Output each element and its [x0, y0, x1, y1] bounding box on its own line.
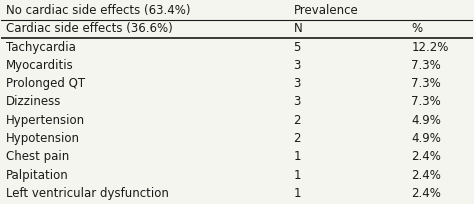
- Text: No cardiac side effects (63.4%): No cardiac side effects (63.4%): [6, 4, 191, 17]
- Text: 2: 2: [293, 114, 301, 127]
- Text: Left ventricular dysfunction: Left ventricular dysfunction: [6, 187, 169, 200]
- Text: Myocarditis: Myocarditis: [6, 59, 74, 72]
- Text: 12.2%: 12.2%: [411, 41, 449, 54]
- Text: 7.3%: 7.3%: [411, 77, 441, 90]
- Text: Tachycardia: Tachycardia: [6, 41, 76, 54]
- Text: Hypotension: Hypotension: [6, 132, 80, 145]
- Text: Cardiac side effects (36.6%): Cardiac side effects (36.6%): [6, 22, 173, 35]
- Text: 1: 1: [293, 187, 301, 200]
- Text: Prolonged QT: Prolonged QT: [6, 77, 85, 90]
- Text: 2.4%: 2.4%: [411, 187, 441, 200]
- Text: 3: 3: [293, 95, 301, 109]
- Text: 3: 3: [293, 59, 301, 72]
- Text: 1: 1: [293, 150, 301, 163]
- Text: 4.9%: 4.9%: [411, 114, 441, 127]
- Text: N: N: [293, 22, 302, 35]
- Text: Dizziness: Dizziness: [6, 95, 62, 109]
- Text: 2.4%: 2.4%: [411, 150, 441, 163]
- Text: 1: 1: [293, 169, 301, 182]
- Text: 4.9%: 4.9%: [411, 132, 441, 145]
- Text: Chest pain: Chest pain: [6, 150, 69, 163]
- Text: Prevalence: Prevalence: [293, 4, 358, 17]
- Text: %: %: [411, 22, 422, 35]
- Text: 3: 3: [293, 77, 301, 90]
- Text: 2.4%: 2.4%: [411, 169, 441, 182]
- Text: 5: 5: [293, 41, 301, 54]
- Text: 7.3%: 7.3%: [411, 95, 441, 109]
- Text: 7.3%: 7.3%: [411, 59, 441, 72]
- Text: 2: 2: [293, 132, 301, 145]
- Text: Hypertension: Hypertension: [6, 114, 85, 127]
- Text: Palpitation: Palpitation: [6, 169, 69, 182]
